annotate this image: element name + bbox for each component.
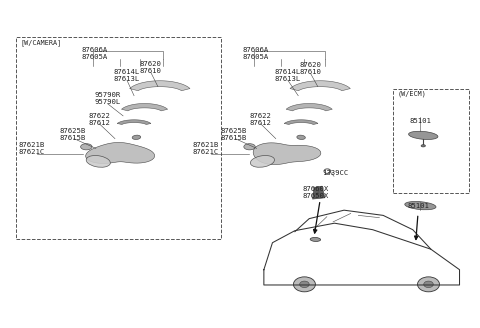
Text: (W/ECM): (W/ECM) [397,91,426,97]
Polygon shape [117,120,151,125]
Text: 87621B
87621C: 87621B 87621C [18,142,45,155]
Polygon shape [286,104,332,111]
Text: 87620
87610: 87620 87610 [140,61,162,73]
Text: 85101: 85101 [409,118,432,124]
Polygon shape [312,186,325,199]
Polygon shape [253,143,321,165]
Circle shape [300,281,309,288]
Circle shape [424,281,433,288]
Ellipse shape [81,144,92,150]
Text: 87620
87610: 87620 87610 [300,62,322,75]
Text: 87606A
87605A: 87606A 87605A [242,47,269,60]
Ellipse shape [132,135,141,139]
Text: 87606A
87605A: 87606A 87605A [81,47,108,60]
Circle shape [418,277,440,292]
Text: 87622
87612: 87622 87612 [88,113,110,126]
Polygon shape [85,142,155,163]
Ellipse shape [244,144,255,150]
Polygon shape [284,120,318,125]
Ellipse shape [408,131,438,139]
Polygon shape [121,104,168,111]
Text: 87621B
87621C: 87621B 87621C [192,142,219,155]
Ellipse shape [421,145,425,147]
Text: 87614L
87613L: 87614L 87613L [114,69,140,82]
Ellipse shape [310,237,321,241]
Text: 87614L
87613L: 87614L 87613L [275,69,301,82]
Text: 95790R
95790L: 95790R 95790L [94,92,120,106]
Polygon shape [290,81,350,91]
Circle shape [293,277,315,292]
Text: 85101: 85101 [407,203,429,209]
Text: [W/CAMERA]: [W/CAMERA] [21,39,62,46]
Polygon shape [130,81,190,91]
Text: 87660X
87650X: 87660X 87650X [302,186,328,199]
Ellipse shape [297,135,305,139]
Ellipse shape [405,201,436,210]
Text: 1339CC: 1339CC [322,170,348,176]
Ellipse shape [251,155,275,167]
Text: 87625B
87615B: 87625B 87615B [221,128,247,141]
Text: 87625B
87615B: 87625B 87615B [60,128,86,141]
Ellipse shape [86,155,110,167]
Text: 87622
87612: 87622 87612 [250,113,272,126]
